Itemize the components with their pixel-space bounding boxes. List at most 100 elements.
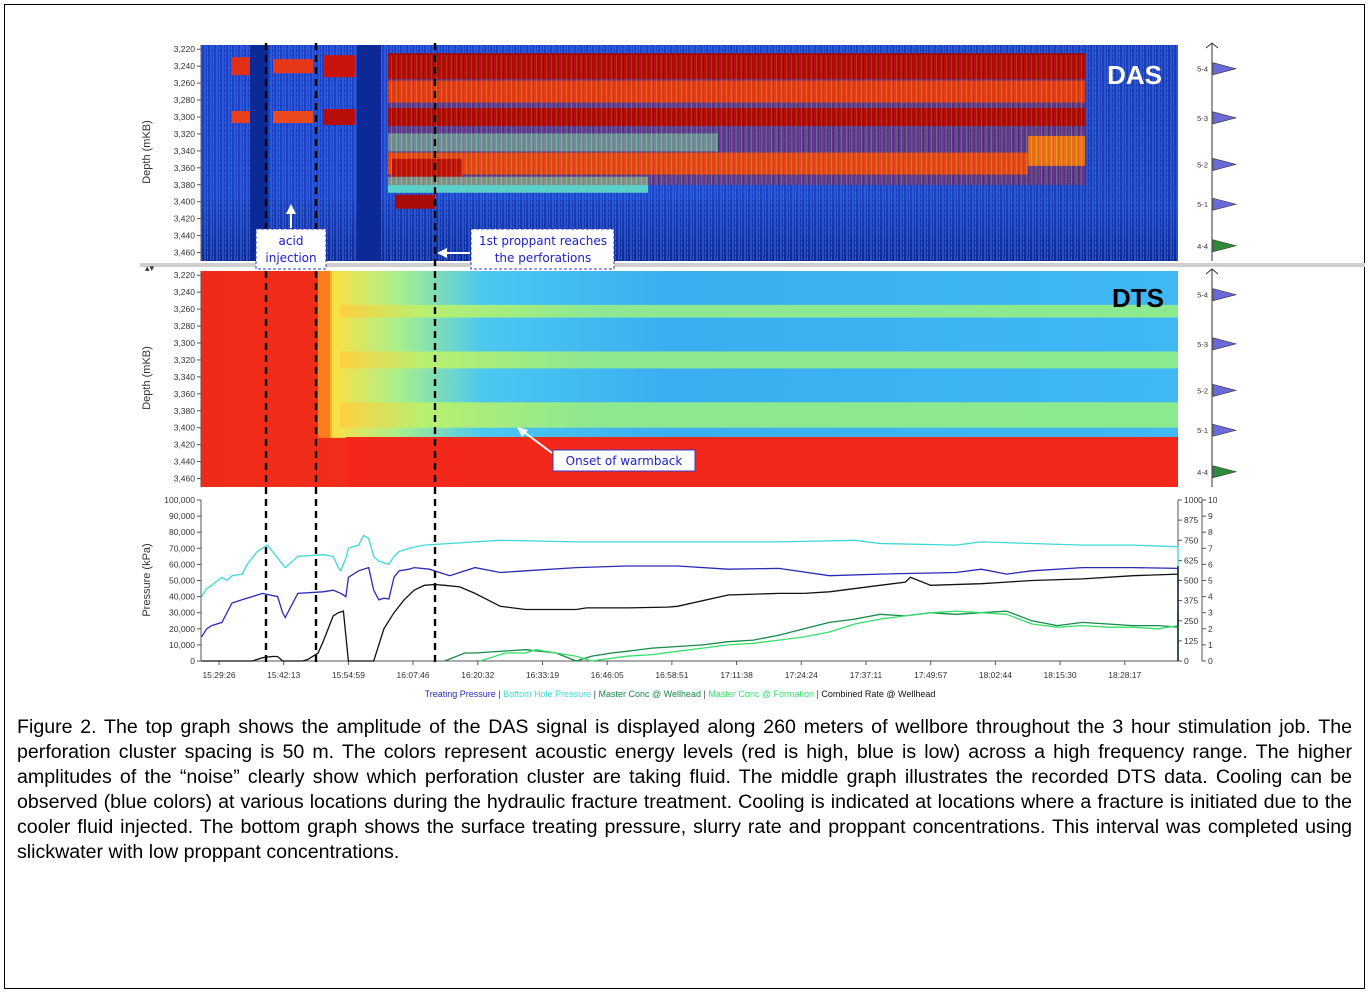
y3-tick-label: 9 xyxy=(1208,511,1213,521)
stage-marker xyxy=(1212,423,1238,437)
das-band xyxy=(395,194,435,209)
dts-panel-title: DTS xyxy=(1112,283,1164,313)
y-tick-label: 3,240 xyxy=(174,287,196,297)
x-tick-label: 15:42:13 xyxy=(267,670,300,680)
stage-label: 5-4 xyxy=(1197,291,1208,300)
x-tick-label: 16:07:46 xyxy=(397,670,430,680)
series-line-1 xyxy=(201,534,1179,597)
y-tick-label: 3,260 xyxy=(174,78,196,88)
y-tick-label: 3,420 xyxy=(174,214,196,224)
acid-injection-line-2: injection xyxy=(265,251,316,265)
y-tick-label: 3,400 xyxy=(174,197,196,207)
y-tick-label: 3,300 xyxy=(174,112,196,122)
y-tick-label: 3,320 xyxy=(174,355,196,365)
stage-label: 5-3 xyxy=(1197,114,1208,123)
legend-entry: Master Conc @ Wellhead xyxy=(599,689,702,699)
splitter-handle-icon[interactable]: ▴▾ xyxy=(145,264,155,274)
proppant-line-2: the perforations xyxy=(495,251,592,265)
x-tick-label: 16:46:05 xyxy=(591,670,624,680)
figure-frame xyxy=(4,4,1365,989)
das-band xyxy=(232,57,250,76)
y3-tick-label: 1 xyxy=(1208,640,1213,650)
conc-y-axis: 0 1 2 3 4 5 6 7 8 9 10 xyxy=(1202,495,1218,666)
stage-label: 5-2 xyxy=(1197,386,1208,395)
dts-heatmap xyxy=(318,271,1178,438)
stage-label: 4-4 xyxy=(1197,242,1208,251)
stage-marker xyxy=(1212,197,1238,211)
y-tick-label: 3,460 xyxy=(174,474,196,484)
dts-panel: DTS 3,2203,2403,2603,2803,3003,3203,3403… xyxy=(141,270,1178,487)
y-tick-label: 80,000 xyxy=(169,527,195,537)
proppant-annotation: 1st proppant reaches the perforations xyxy=(437,228,615,270)
legend-separator: | xyxy=(496,689,503,699)
x-tick-label: 18:15:30 xyxy=(1044,670,1077,680)
x-tick-label: 15:29:26 xyxy=(202,670,235,680)
y-tick-label: 3,420 xyxy=(174,440,196,450)
rate-y-axis: 0 125 250 375 500 625 750 875 1000 xyxy=(1178,495,1203,666)
y3-tick-label: 7 xyxy=(1208,543,1213,553)
y3-tick-label: 6 xyxy=(1208,559,1213,569)
y-tick-label: 3,380 xyxy=(174,180,196,190)
x-tick-label: 17:11:38 xyxy=(720,670,753,680)
y-tick-label: 3,440 xyxy=(174,457,196,467)
x-tick-label: 16:33:19 xyxy=(526,670,559,680)
dts-y-axis: 3,220 3,240 3,260 3,280 3,300 3,320 3,340 3,360… xyxy=(174,270,201,484)
y3-tick-label: 4 xyxy=(1208,592,1213,602)
x-tick-label: 16:20:32 xyxy=(461,670,494,680)
stage-label: 4-4 xyxy=(1197,468,1208,477)
x-tick-label: 18:02:44 xyxy=(979,670,1012,680)
plot-legend: Treating Pressure | Bottom Hole Pressure… xyxy=(425,689,936,699)
y3-tick-label: 10 xyxy=(1208,495,1218,505)
y-tick-label: 3,340 xyxy=(174,146,196,156)
y-tick-label: 3,400 xyxy=(174,423,196,433)
y-tick-label: 60,000 xyxy=(169,559,195,569)
y3-tick-label: 5 xyxy=(1208,576,1213,586)
das-stage-markers: 5-4 5-3 5-2 5-1 4-4 xyxy=(1197,42,1238,261)
stage-marker xyxy=(1212,62,1238,76)
y-tick-label: 3,280 xyxy=(174,95,196,105)
y-tick-label: 0 xyxy=(190,656,195,666)
legend-entry: Treating Pressure xyxy=(425,689,496,699)
y-tick-label: 30,000 xyxy=(169,608,195,618)
dts-warm-band xyxy=(340,351,1178,369)
series-line-0 xyxy=(201,565,1179,638)
y-tick-label: 20,000 xyxy=(169,624,195,634)
das-panel-title: DAS xyxy=(1107,60,1162,90)
figure-caption: Figure 2. The top graph shows the amplit… xyxy=(17,716,1352,863)
acid-injection-line-1: acid xyxy=(279,234,304,248)
legend-entry: Master Conc @ Formation xyxy=(708,689,814,699)
das-panel: DAS 3,2203,2403,2603,2803,3003,3203,3403… xyxy=(141,44,1178,261)
dts-stage-markers: 5-4 5-3 5-2 5-1 4-4 xyxy=(1197,268,1238,487)
y-tick-label: 90,000 xyxy=(169,511,195,521)
stage-label: 5-1 xyxy=(1197,200,1208,209)
y-tick-label: 10,000 xyxy=(169,640,195,650)
x-tick-label: 15:54:59 xyxy=(332,670,365,680)
pressure-y-axis: 0 10,000 20,000 30,000 40,000 50,000 60,000 70,… xyxy=(164,495,201,666)
x-tick-label: 17:37:11 xyxy=(850,670,883,680)
proppant-line-1: 1st proppant reaches xyxy=(479,234,607,248)
y-tick-label: 3,440 xyxy=(174,231,196,241)
figure-svg: DAS 3,220 3,240 3,260 3,280 3,300 3,320 3,340 3… xyxy=(140,42,1365,699)
legend-separator: | xyxy=(701,689,708,699)
x-tick-label: 16:58:51 xyxy=(655,670,688,680)
y2-tick-label: 1000 xyxy=(1184,495,1203,505)
stage-marker xyxy=(1212,337,1238,351)
dts-transition xyxy=(318,271,332,438)
das-band xyxy=(232,111,250,123)
y-tick-label: 100,000 xyxy=(164,495,195,505)
y-tick-label: 3,240 xyxy=(174,61,196,71)
y3-tick-label: 3 xyxy=(1208,608,1213,618)
y-tick-label: 3,260 xyxy=(174,304,196,314)
stage-marker xyxy=(1212,384,1238,397)
legend-entry: Combined Rate @ Wellhead xyxy=(821,689,935,699)
y2-tick-label: 500 xyxy=(1184,576,1198,586)
y-tick-label: 3,380 xyxy=(174,406,196,416)
x-tick-label: 17:24:24 xyxy=(785,670,818,680)
y-tick-label: 3,220 xyxy=(174,270,196,280)
dts-y-axis-label: Depth (mKB) xyxy=(141,346,153,410)
y2-tick-label: 875 xyxy=(1184,515,1198,525)
dts-warm-band xyxy=(340,402,1178,428)
pressure-y-axis-label: Pressure (kPa) xyxy=(141,543,153,616)
legend-separator: | xyxy=(814,689,821,699)
das-hot-bands xyxy=(232,53,1085,209)
